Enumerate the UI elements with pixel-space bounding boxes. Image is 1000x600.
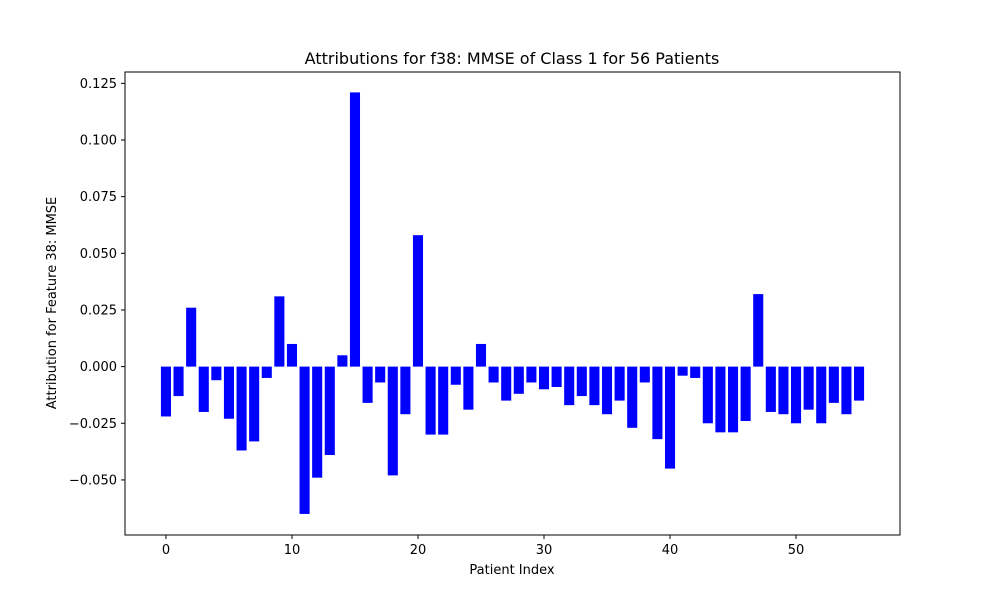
y-tick-label: 0.075 bbox=[80, 190, 117, 205]
bar-patient-19 bbox=[400, 366, 411, 415]
bar-patient-18 bbox=[387, 366, 398, 476]
bar-patient-28 bbox=[513, 366, 524, 394]
bar-patient-35 bbox=[601, 366, 613, 415]
bar-patient-24 bbox=[463, 366, 474, 410]
bar-patient-36 bbox=[614, 366, 625, 401]
bar-patient-54 bbox=[841, 366, 852, 415]
bar-patient-33 bbox=[576, 366, 587, 397]
bar-patient-15 bbox=[349, 92, 361, 367]
bar-patient-53 bbox=[828, 366, 839, 403]
bar-patient-40 bbox=[664, 366, 676, 469]
bar-patient-14 bbox=[337, 355, 348, 367]
y-axis-ticks: −0.050 −0.025 0.000 0.025 0.050 0.075 0.100 0.1… bbox=[69, 77, 125, 488]
bar-patient-26 bbox=[488, 366, 499, 383]
bar-patient-39 bbox=[652, 366, 663, 440]
bar-patient-2 bbox=[186, 307, 197, 367]
bar-patient-52 bbox=[816, 366, 827, 424]
bar-patient-27 bbox=[501, 366, 512, 401]
bar-patient-30 bbox=[538, 366, 550, 390]
x-tick-label: 30 bbox=[536, 543, 553, 558]
bar-patient-7 bbox=[249, 366, 260, 442]
bar-patient-10 bbox=[286, 343, 298, 367]
bar-patient-4 bbox=[211, 366, 222, 381]
y-tick-label: 0.125 bbox=[80, 77, 117, 92]
bar-patient-22 bbox=[438, 366, 449, 435]
bar-patient-45 bbox=[727, 366, 739, 433]
bar-patient-11 bbox=[299, 366, 310, 514]
bar-patient-37 bbox=[627, 366, 638, 428]
bar-patient-21 bbox=[425, 366, 436, 435]
bar-patient-23 bbox=[450, 366, 461, 385]
bar-patient-46 bbox=[740, 366, 751, 422]
bar-patient-12 bbox=[312, 366, 323, 478]
bar-patient-41 bbox=[677, 366, 688, 376]
bar-patient-50 bbox=[790, 366, 802, 424]
bar-patient-51 bbox=[803, 366, 814, 410]
bar-patient-16 bbox=[362, 366, 373, 403]
x-tick-label: 20 bbox=[410, 543, 427, 558]
x-axis-ticks: 0 10 20 30 40 50 bbox=[162, 535, 804, 558]
chart-title: Attributions for f38: MMSE of Class 1 fo… bbox=[305, 49, 720, 68]
bar-patient-55 bbox=[854, 366, 865, 401]
x-tick-label: 40 bbox=[662, 543, 679, 558]
y-tick-label: −0.050 bbox=[69, 473, 117, 488]
bar-patient-32 bbox=[564, 366, 575, 406]
bar-patient-0 bbox=[160, 366, 171, 417]
y-axis-label: Attribution for Feature 38: MMSE bbox=[45, 197, 60, 410]
x-tick-label: 10 bbox=[284, 543, 301, 558]
bar-patient-38 bbox=[639, 366, 650, 383]
x-tick-label: 50 bbox=[788, 543, 805, 558]
bar-patient-29 bbox=[526, 366, 537, 383]
y-tick-label: 0.050 bbox=[80, 247, 117, 262]
bar-patient-34 bbox=[589, 366, 600, 406]
bar-patient-6 bbox=[236, 366, 247, 451]
bar-patient-49 bbox=[778, 366, 789, 415]
bar-patient-47 bbox=[753, 294, 764, 367]
bar-patient-20 bbox=[412, 235, 424, 367]
bars-group bbox=[160, 92, 865, 514]
bar-patient-43 bbox=[702, 366, 713, 424]
bar-patient-48 bbox=[765, 366, 776, 412]
y-tick-label: 0.025 bbox=[80, 303, 117, 318]
bar-patient-13 bbox=[324, 366, 335, 456]
bar-patient-5 bbox=[223, 366, 235, 419]
y-tick-label: 0.100 bbox=[80, 133, 117, 148]
bar-patient-25 bbox=[475, 343, 487, 367]
plot-frame bbox=[124, 71, 901, 536]
bar-patient-8 bbox=[261, 366, 272, 378]
bar-patient-9 bbox=[274, 296, 285, 367]
y-tick-label: −0.025 bbox=[69, 417, 117, 432]
x-axis-label: Patient Index bbox=[469, 563, 554, 578]
bar-patient-3 bbox=[198, 366, 209, 412]
bar-patient-17 bbox=[375, 366, 386, 383]
x-tick-label: 0 bbox=[162, 543, 170, 558]
bar-patient-42 bbox=[690, 366, 701, 378]
bar-patient-31 bbox=[551, 366, 562, 388]
bar-patient-44 bbox=[715, 366, 726, 433]
bar-patient-1 bbox=[173, 366, 184, 397]
y-tick-label: 0.000 bbox=[80, 360, 117, 375]
